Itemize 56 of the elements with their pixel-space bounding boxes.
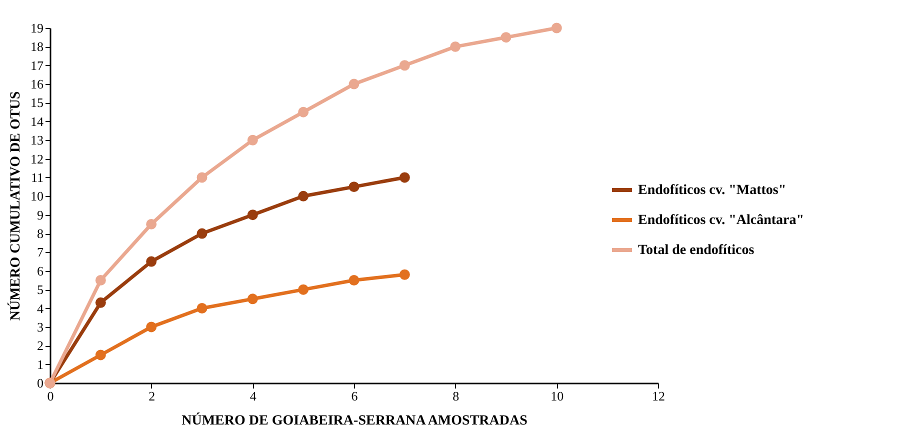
point [298, 284, 309, 295]
point [348, 182, 360, 192]
point [146, 256, 157, 267]
point [500, 32, 512, 43]
point [247, 294, 258, 304]
point [95, 275, 106, 286]
point [450, 41, 461, 52]
y-tick-label: 14 [30, 114, 44, 129]
point [399, 60, 410, 71]
y-tick-label: 18 [30, 39, 44, 54]
point [196, 228, 208, 239]
y-tick-label: 6 [37, 263, 44, 278]
legend-label: Endofíticos cv. "Mattos" [638, 183, 786, 198]
point [551, 22, 562, 34]
x-tick-label: 10 [550, 388, 564, 404]
point [399, 172, 410, 183]
y-tick-label: 7 [37, 244, 44, 260]
point [298, 106, 309, 118]
y-axis-title: NÚMERO CUMULATIVO DE OTUS [6, 91, 24, 321]
y-tick-label: 1 [37, 356, 44, 372]
y-tick-label: 13 [30, 132, 44, 148]
y-tick-label: 15 [30, 95, 44, 110]
point [247, 210, 258, 220]
y-tick-label: 16 [30, 76, 44, 92]
point [196, 303, 208, 314]
x-tick-label: 12 [652, 388, 665, 404]
x-tick-label: 2 [148, 388, 156, 404]
y-tick-label: 9 [37, 207, 44, 222]
legend-label: Total de endofíticos [638, 243, 755, 258]
y-tick-label: 11 [30, 170, 44, 185]
y-tick-label: 3 [37, 319, 44, 334]
y-tick-label: 8 [37, 226, 44, 242]
legend-label: Endofíticos cv. "Alcântara" [638, 213, 804, 228]
point [298, 190, 309, 202]
point [95, 297, 106, 308]
y-tick-label: 19 [30, 20, 44, 36]
y-tick-label: 5 [37, 282, 44, 298]
y-tick-label: 12 [30, 151, 44, 166]
x-tick-label: 8 [452, 388, 460, 404]
x-tick-label: 4 [250, 388, 257, 404]
x-axis-title: NÚMERO DE GOIABEIRA-SERRANA AMOSTRADAS [182, 412, 528, 428]
point [146, 218, 157, 230]
x-tick-label: 6 [351, 388, 358, 404]
y-tick-label: 2 [37, 338, 44, 354]
y-tick-label: 4 [37, 300, 44, 316]
point [196, 172, 208, 183]
point [348, 275, 360, 286]
point [399, 269, 410, 280]
y-tick-label: 17 [30, 58, 44, 73]
point [146, 322, 157, 332]
point [348, 78, 360, 90]
y-tick-label: 10 [30, 188, 44, 204]
point [247, 134, 258, 146]
y-tick-label: 0 [37, 376, 44, 390]
point [95, 350, 106, 360]
x-tick-label: 0 [47, 388, 54, 404]
